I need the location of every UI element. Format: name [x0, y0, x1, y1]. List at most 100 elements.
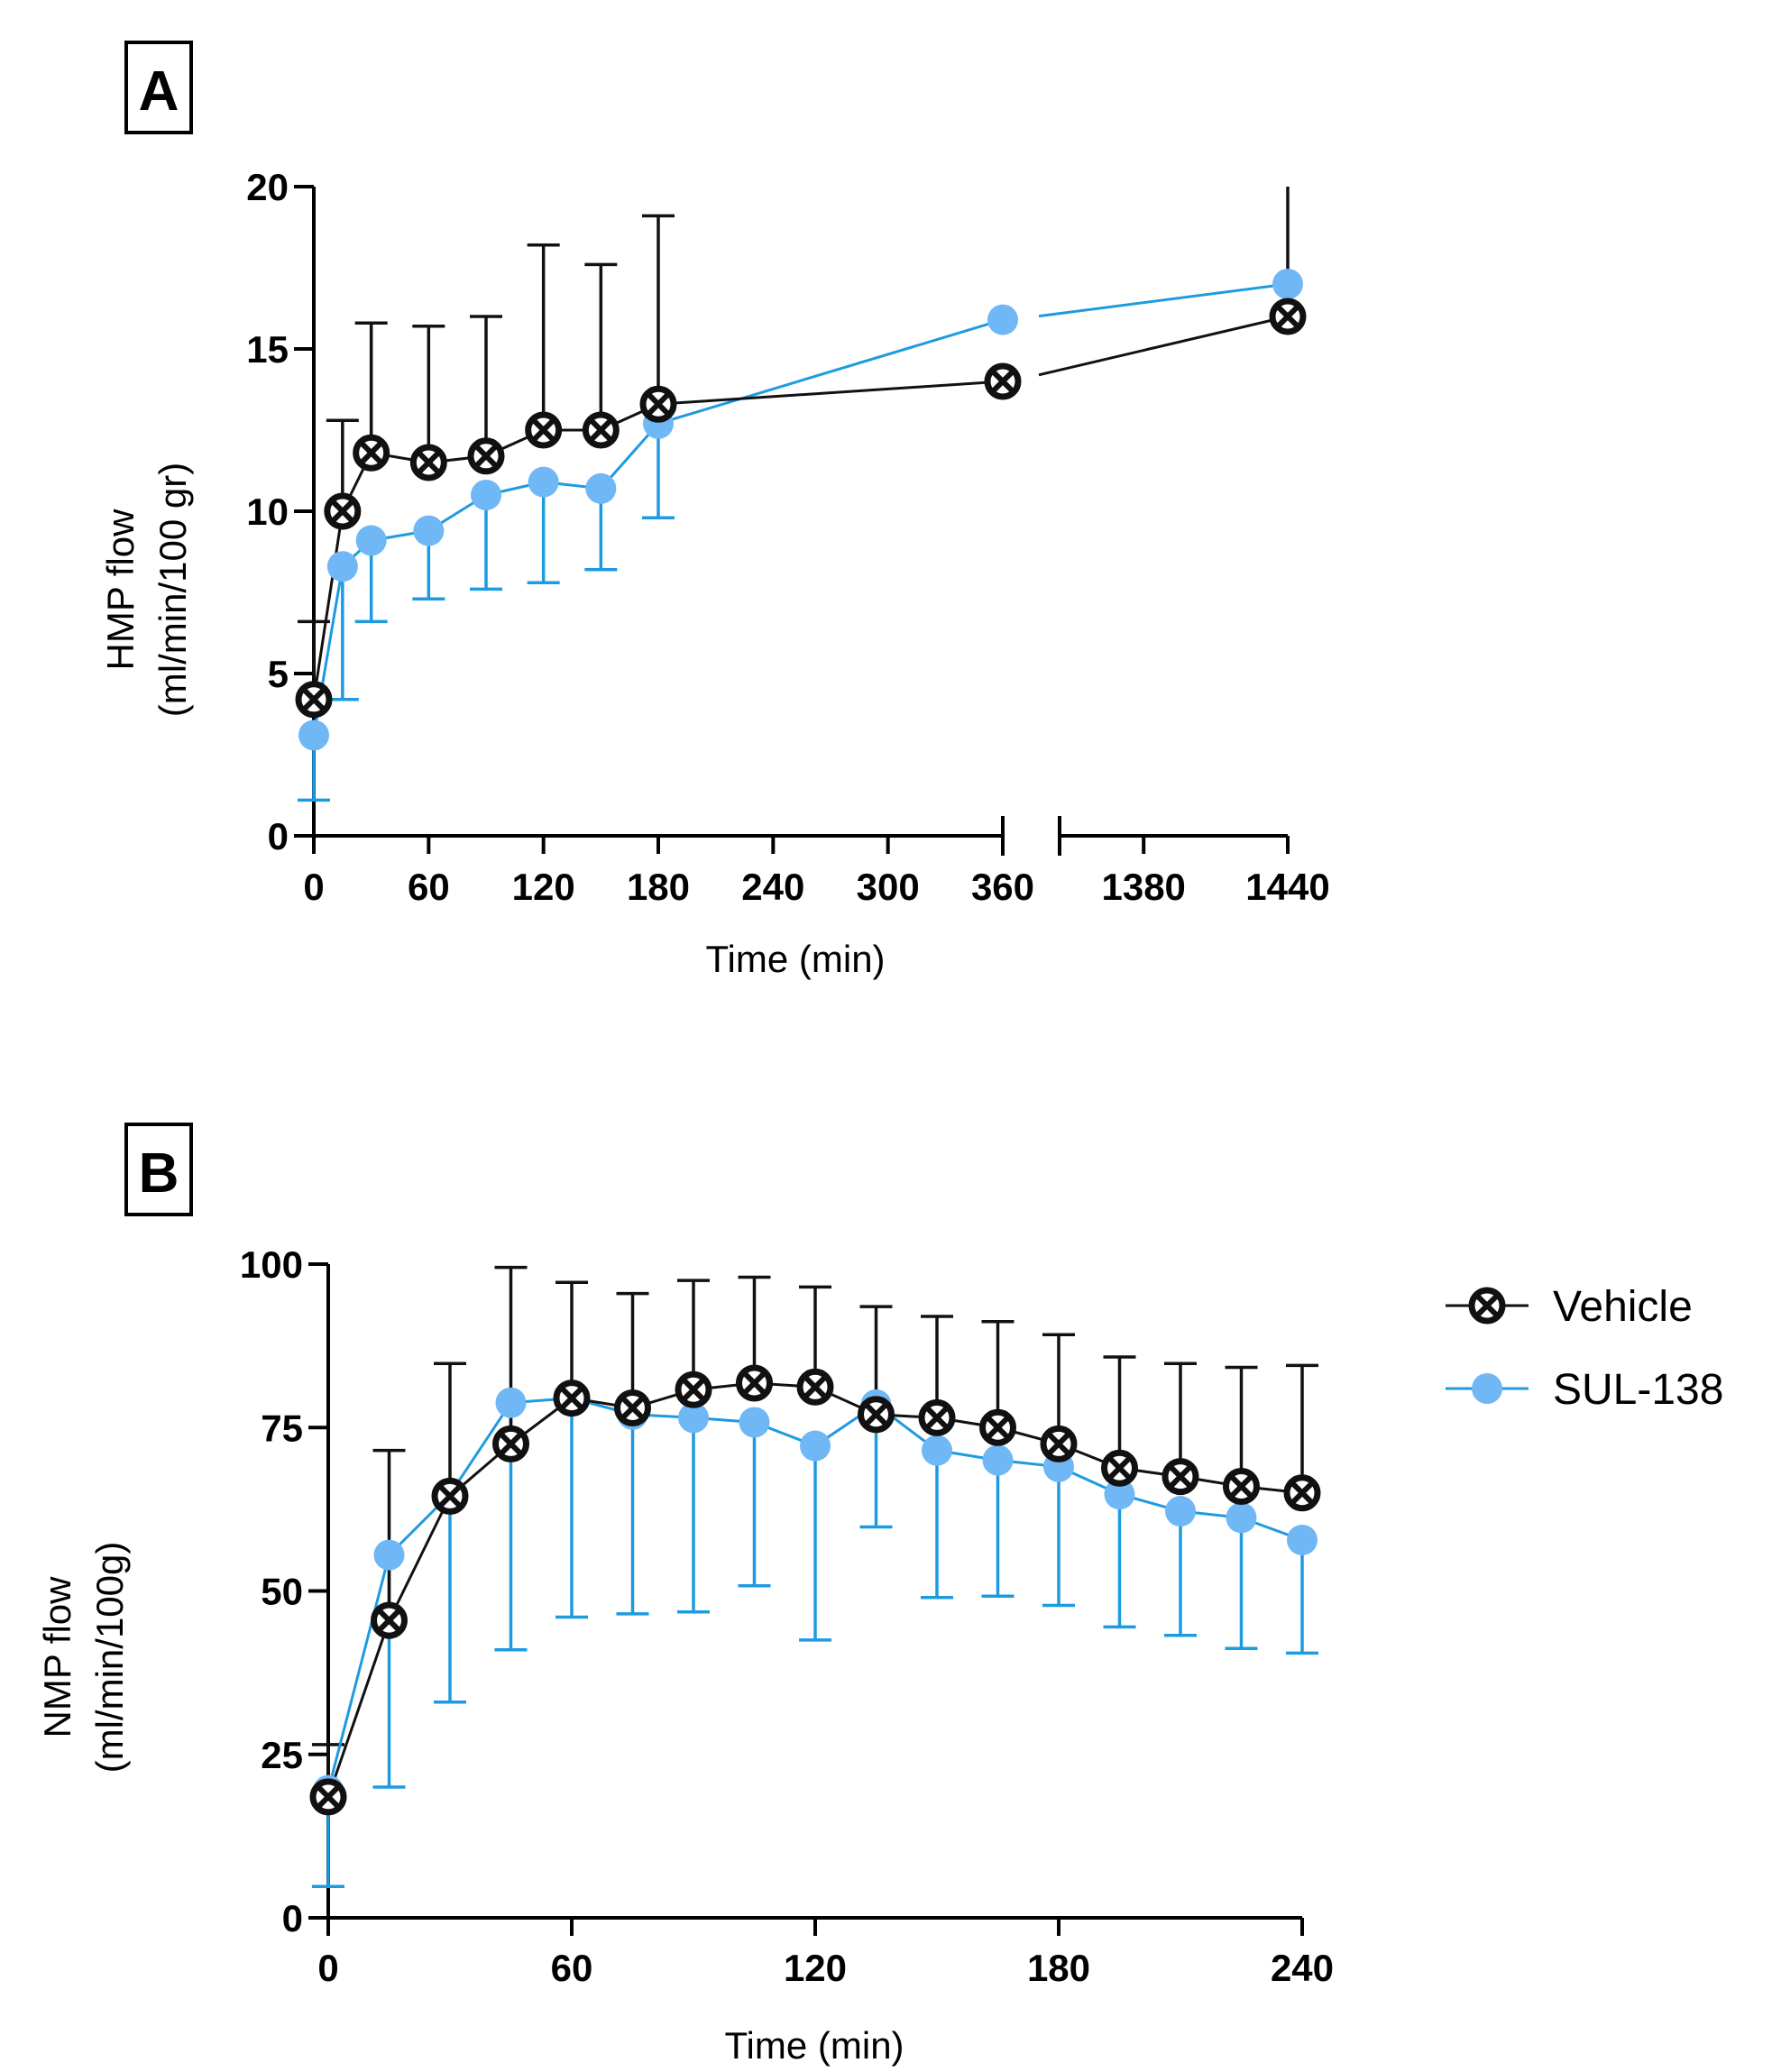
panel-a-vehicle-point — [525, 411, 563, 449]
panel-b-y-tick-label: 50 — [261, 1571, 303, 1613]
panel-b-x-tick-labels: 0 60 120 180 240 — [317, 1947, 1334, 1989]
circle-x-icon — [1468, 1287, 1506, 1325]
panel-a-sul-point — [1272, 269, 1303, 299]
legend-item-sul-138: SUL-138 — [1446, 1366, 1723, 1414]
panel-b-x-tick-label: 120 — [784, 1947, 847, 1989]
panel-b-sul-point — [373, 1539, 405, 1571]
panel-a-x-tick-label: 1440 — [1245, 866, 1329, 908]
panel-a-x-axis-title: Time (min) — [705, 938, 885, 980]
panel-a-y-tick-labels: 0 5 10 15 20 — [246, 166, 289, 857]
panel-b-vehicle-point — [614, 1389, 651, 1426]
panel-b-vehicle-point — [553, 1380, 591, 1417]
panel-a-label: A — [124, 41, 193, 134]
panel-b-vehicle-point — [371, 1601, 408, 1639]
panel-a-sul-point — [987, 304, 1018, 335]
panel-a-vehicle-point — [639, 385, 677, 423]
panel-b-x-axis-title: Time (min) — [724, 2024, 904, 2067]
panel-b-points — [309, 1364, 1321, 1816]
panel-a-sul-line-segment — [1038, 282, 1289, 318]
panel-b-x-tick-label: 240 — [1271, 1947, 1334, 1989]
panel-b-vehicle-point — [918, 1398, 956, 1436]
panel-b-vehicle-point — [431, 1477, 469, 1515]
panel-b-vehicle-point — [979, 1408, 1016, 1446]
panel-b-sul-point — [678, 1402, 709, 1434]
panel-b-label: B — [124, 1123, 193, 1216]
panel-b-sul-point — [922, 1435, 952, 1466]
panel-a-vehicle-point — [353, 434, 390, 472]
panel-b-sul-point — [1104, 1479, 1135, 1510]
panel-a-vehicle-point — [1269, 298, 1307, 335]
panel-b-sul-point — [1287, 1524, 1318, 1555]
panel-a-x-tick-label: 180 — [627, 866, 690, 908]
panel-b-sul-point — [800, 1430, 831, 1462]
panel-a-sul-point — [585, 472, 617, 504]
panel-a-x-tick-label: 360 — [971, 866, 1034, 908]
panel-b-vehicle-point — [1040, 1425, 1078, 1462]
panel-b-vehicle-point — [675, 1371, 712, 1408]
panel-b-sul-point — [1226, 1502, 1257, 1534]
panel-a-lines — [312, 282, 1289, 736]
panel-a-vehicle-point — [984, 362, 1022, 400]
panel-a-vehicle-point — [582, 411, 620, 449]
panel-b-error-bars — [312, 1265, 1318, 1888]
panel-b-vehicle-point — [1283, 1474, 1321, 1512]
panel-a-vehicle-point — [409, 444, 447, 481]
panel-b-y-tick-labels: 0 25 50 75 100 — [240, 1243, 303, 1939]
legend-label-sul-138: SUL-138 — [1553, 1366, 1723, 1414]
panel-a-chart: 0 5 10 15 20 0 60 120 180 240 300 360 1380 1440 Time… — [99, 166, 1330, 980]
panel-a-x-tick-label: 240 — [741, 866, 804, 908]
panel-a-vehicle-point — [324, 492, 362, 530]
panel-a-sul-point — [471, 480, 501, 510]
panel-b-chart: 0 25 50 75 100 0 60 120 180 240 Time (min) NMP f… — [36, 1243, 1334, 2067]
panel-b-x-tick-label: 180 — [1027, 1947, 1090, 1989]
panel-b-vehicle-point — [796, 1368, 834, 1406]
panel-b-y-title-line1: NMP flow — [36, 1576, 78, 1738]
panel-a-x-tick-label: 300 — [857, 866, 920, 908]
panel-b-y-tick-label: 75 — [261, 1407, 303, 1449]
panel-b-y-tick-label: 0 — [282, 1897, 303, 1939]
panel-a-sul-point — [326, 551, 358, 582]
legend-label-vehicle: Vehicle — [1553, 1283, 1693, 1331]
legend-item-vehicle: Vehicle — [1446, 1283, 1693, 1331]
legend-sul-marker — [1472, 1373, 1502, 1404]
panel-b-sul-point — [495, 1387, 527, 1418]
panel-a-points — [295, 269, 1307, 751]
panel-a-y-tick-label: 15 — [246, 328, 289, 371]
panel-b-sul-point — [739, 1407, 770, 1438]
panel-a-error-bars — [298, 187, 1290, 802]
panel-b-vehicle-point — [492, 1425, 529, 1462]
panel-a-x-tick-label: 0 — [303, 866, 324, 908]
panel-a-sul-point — [355, 525, 387, 556]
panel-a-sul-point — [528, 466, 559, 498]
panel-b-letter: B — [139, 1142, 179, 1205]
panel-a-y-tick-label: 20 — [246, 166, 289, 208]
panel-a-vehicle-line-segment — [312, 510, 344, 701]
panel-b-y-tick-label: 25 — [261, 1734, 303, 1776]
panel-a-vehicle-point — [295, 681, 333, 719]
legend-vehicle-marker — [1468, 1287, 1506, 1325]
panel-b-vehicle-point — [1101, 1449, 1138, 1487]
panel-a-x-tick-label: 1380 — [1101, 866, 1185, 908]
panel-a-y-title-line2: (ml/min/100 gr) — [151, 463, 194, 717]
panel-a-x-tick-labels: 0 60 120 180 240 300 360 1380 1440 — [303, 866, 1329, 908]
panel-b-sul-point — [1165, 1496, 1196, 1527]
panel-a-y-tick-label: 10 — [246, 490, 289, 533]
panel-a-y-tick-label: 0 — [268, 815, 289, 857]
panel-b-x-tick-label: 0 — [317, 1947, 338, 1989]
panel-a-x-tick-label: 60 — [408, 866, 450, 908]
panel-b-y-tick-label: 100 — [240, 1243, 303, 1286]
panel-a-sul-point — [413, 515, 445, 546]
panel-b-sul-point — [982, 1444, 1014, 1476]
panel-a-letter: A — [139, 60, 179, 123]
panel-a-x-tick-label: 120 — [512, 866, 575, 908]
panel-a-y-tick-label: 5 — [268, 653, 289, 695]
panel-a-vehicle-point — [467, 437, 505, 475]
panel-a-sul-point — [298, 720, 329, 751]
panel-b-y-axis-title: NMP flow (ml/min/100g) — [36, 1542, 131, 1774]
panel-b-vehicle-point — [309, 1778, 347, 1816]
filled-circle-icon — [1472, 1373, 1502, 1404]
panel-b-vehicle-point — [858, 1396, 895, 1434]
panel-a-y-title-line1: HMP flow — [99, 509, 142, 671]
panel-a-sul-line-segment — [657, 318, 1004, 426]
